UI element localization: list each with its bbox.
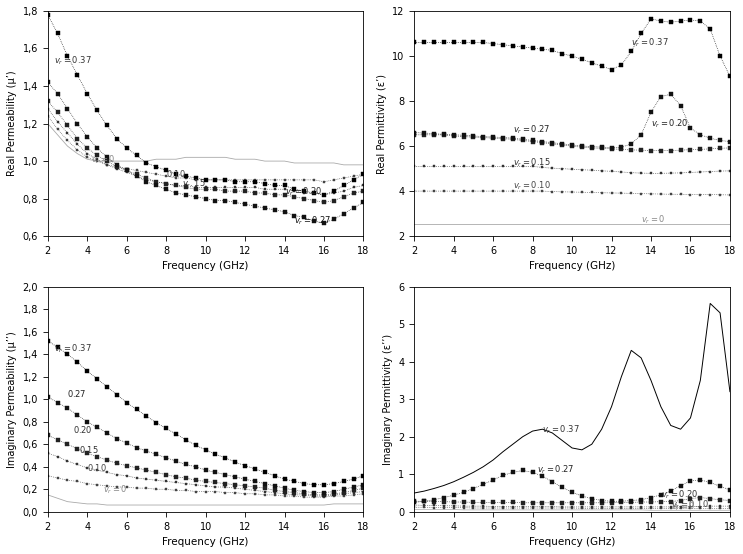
Y-axis label: Imaginary Permeability (μ’’): Imaginary Permeability (μ’’)	[7, 331, 17, 468]
Text: $v_r = 0.27$: $v_r = 0.27$	[294, 215, 331, 228]
Y-axis label: Real Permeability (μ’): Real Permeability (μ’)	[7, 71, 17, 176]
Text: $v_r = 0.27$: $v_r = 0.27$	[513, 124, 551, 136]
Text: $0.10$: $0.10$	[166, 168, 186, 179]
Text: $0.20$: $0.20$	[74, 424, 93, 435]
X-axis label: Frequency (GHz): Frequency (GHz)	[163, 261, 249, 271]
Text: $v_r = 0$: $v_r = 0$	[103, 484, 128, 496]
X-axis label: Frequency (GHz): Frequency (GHz)	[529, 537, 615, 547]
Text: $v_r = 0.15$: $v_r = 0.15$	[513, 156, 551, 169]
Text: $v_r = 0.37$: $v_r = 0.37$	[632, 37, 669, 49]
Text: $v_r = 0.37$: $v_r = 0.37$	[53, 54, 91, 67]
Y-axis label: Real Permittivity (ε’): Real Permittivity (ε’)	[377, 74, 386, 173]
Text: $v_r = 0.37$: $v_r = 0.37$	[542, 424, 580, 437]
X-axis label: Frequency (GHz): Frequency (GHz)	[163, 537, 249, 547]
Text: $0.27$: $0.27$	[68, 388, 87, 399]
Text: $v_r.15$: $v_r.15$	[182, 177, 206, 190]
Text: $0.10$: $0.10$	[87, 462, 107, 473]
Text: $v_r = 0.10$: $v_r = 0.10$	[671, 498, 709, 511]
X-axis label: Frequency (GHz): Frequency (GHz)	[529, 261, 615, 271]
Text: $v_r = 0$: $v_r = 0$	[671, 501, 695, 514]
Text: $v_r = 0.20$: $v_r = 0.20$	[285, 186, 322, 198]
Text: $v_r = 0.20$: $v_r = 0.20$	[651, 118, 688, 130]
Y-axis label: Imaginary Permittivity (ε’’): Imaginary Permittivity (ε’’)	[383, 334, 392, 465]
Text: $v_r = 0.27$: $v_r = 0.27$	[536, 463, 574, 476]
Text: $v_r = 0.37$: $v_r = 0.37$	[53, 343, 91, 355]
Text: $v_r = 0.10$: $v_r = 0.10$	[513, 180, 551, 192]
Text: $0.15$: $0.15$	[80, 444, 99, 455]
Text: $v_r = 0$: $v_r = 0$	[641, 213, 666, 225]
Text: $v_r = 0.20$: $v_r = 0.20$	[661, 489, 698, 501]
Text: $v_r = 0$: $v_r = 0$	[91, 154, 116, 166]
